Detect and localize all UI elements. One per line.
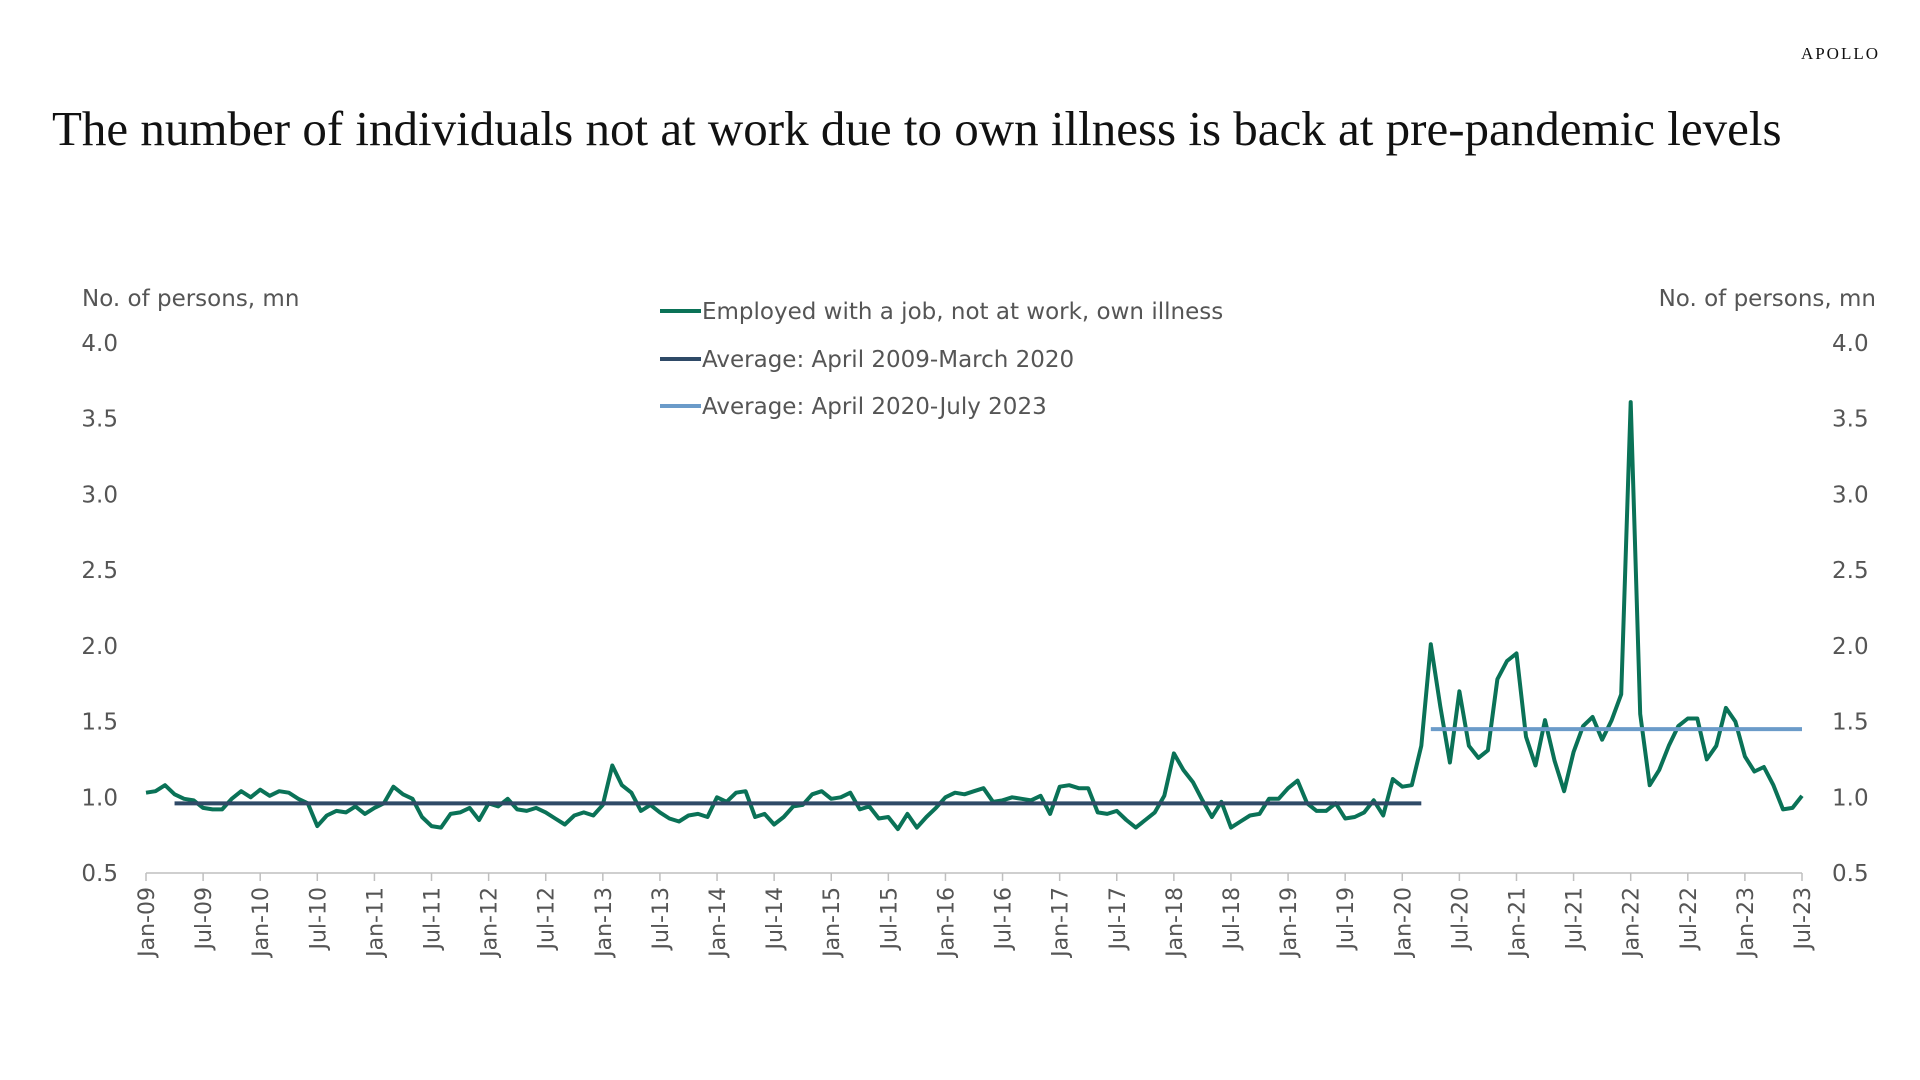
legend-label-average-pre: Average: April 2009-March 2020: [702, 347, 1074, 373]
x-tick-label: Jul-18: [1220, 887, 1245, 951]
right-y-tick-label: 3.5: [1832, 407, 1869, 433]
x-tick-label: Jul-19: [1334, 887, 1359, 951]
x-tick-label: Jul-21: [1563, 887, 1588, 951]
right-y-tick-label: 2.0: [1832, 634, 1869, 660]
left-y-tick-label: 4.0: [81, 331, 118, 357]
x-tick-label: Jul-14: [763, 887, 788, 951]
left-axis-title: No. of persons, mn: [82, 286, 299, 312]
right-axis-title: No. of persons, mn: [1659, 286, 1876, 312]
x-tick-label: Jul-20: [1448, 887, 1473, 951]
left-y-tick-label: 2.0: [81, 634, 118, 660]
x-ticks: Jan-09 Jul-09 Jan-10 Jul-10 Jan-11 Jul-11 Jan-…: [135, 873, 1816, 959]
x-tick-label: Jul-17: [1106, 887, 1131, 951]
x-tick-label: Jul-11: [421, 887, 446, 951]
x-tick-label: Jul-09: [192, 887, 217, 951]
right-y-tick-label: 2.5: [1832, 558, 1869, 584]
legend-item-average-post: Average: April 2020-July 2023: [660, 394, 1047, 420]
right-y-ticks: 4.0 3.5 3.0 2.5 2.0 1.5 1.0 0.5: [1832, 331, 1869, 887]
x-tick-label: Jul-12: [535, 887, 560, 951]
x-tick-label: Jan-11: [363, 887, 388, 959]
left-y-tick-label: 3.0: [81, 482, 118, 508]
right-y-tick-label: 1.5: [1832, 710, 1869, 736]
legend-label-illness: Employed with a job, not at work, own il…: [702, 299, 1223, 325]
x-tick-label: Jan-20: [1391, 887, 1416, 959]
x-tick-label: Jan-22: [1620, 887, 1645, 959]
legend-item-average-pre: Average: April 2009-March 2020: [660, 347, 1074, 373]
left-y-ticks: 4.0 3.5 3.0 2.5 2.0 1.5 1.0 0.5: [81, 331, 118, 887]
x-tick-label: Jan-18: [1163, 887, 1188, 959]
x-tick-label: Jul-10: [306, 887, 331, 951]
x-tick-label: Jul-13: [649, 887, 674, 951]
x-tick-label: Jan-13: [592, 887, 617, 959]
x-tick-label: Jul-16: [992, 887, 1017, 951]
left-y-tick-label: 1.5: [81, 710, 118, 736]
x-tick-label: Jan-17: [1049, 887, 1074, 959]
right-y-tick-label: 4.0: [1832, 331, 1869, 357]
legend: Employed with a job, not at work, own il…: [660, 299, 1223, 420]
legend-item-illness: Employed with a job, not at work, own il…: [660, 299, 1223, 325]
x-tick-label: Jul-15: [877, 887, 902, 951]
x-tick-label: Jan-15: [820, 887, 845, 959]
legend-label-average-post: Average: April 2020-July 2023: [702, 394, 1047, 420]
right-y-tick-label: 3.0: [1832, 482, 1869, 508]
left-y-tick-label: 3.5: [81, 407, 118, 433]
left-y-tick-label: 1.0: [81, 785, 118, 811]
x-tick-label: Jan-19: [1277, 887, 1302, 959]
right-y-tick-label: 1.0: [1832, 785, 1869, 811]
x-tick-label: Jan-16: [934, 887, 959, 959]
left-y-tick-label: 0.5: [81, 861, 118, 887]
chart-title: The number of individuals not at work du…: [52, 101, 1782, 156]
series-layer: [145, 400, 1804, 832]
x-tick-label: Jan-14: [706, 887, 731, 959]
x-tick-label: Jul-22: [1677, 887, 1702, 951]
x-tick-label: Jan-09: [135, 887, 160, 959]
series-illness-line: [145, 400, 1804, 832]
x-tick-label: Jan-21: [1505, 887, 1530, 959]
left-y-tick-label: 2.5: [81, 558, 118, 584]
x-tick-label: Jan-23: [1734, 887, 1759, 959]
right-y-tick-label: 0.5: [1832, 861, 1869, 887]
x-tick-label: Jan-10: [249, 887, 274, 959]
brand-logo: APOLLO: [1800, 44, 1880, 63]
x-tick-label: Jul-23: [1791, 887, 1816, 951]
x-tick-label: Jan-12: [478, 887, 503, 959]
